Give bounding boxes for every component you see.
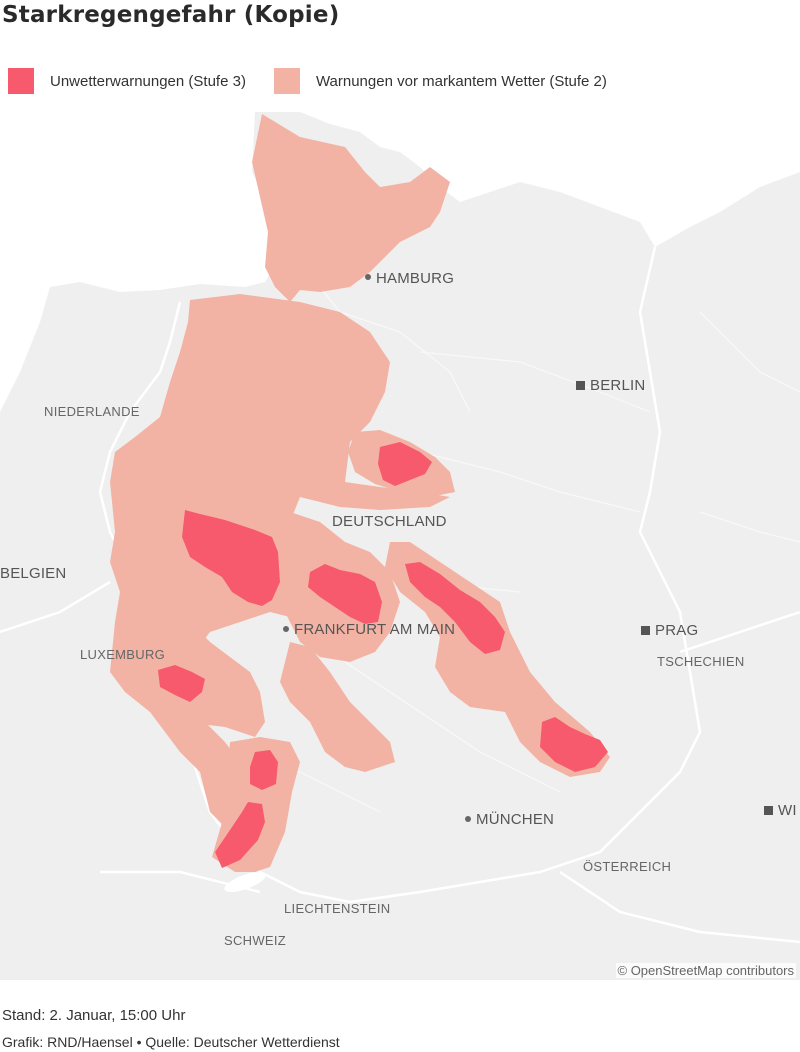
label-tschechien: TSCHECHIEN bbox=[657, 654, 745, 669]
label-prag: PRAG bbox=[655, 622, 699, 639]
warning-level3-thuringia bbox=[378, 442, 432, 486]
label-muenchen: MÜNCHEN bbox=[476, 811, 555, 828]
warning-level2-northwest bbox=[110, 294, 450, 832]
label-deutschland: DEUTSCHLAND bbox=[332, 513, 447, 530]
label-liechtenstein: LIECHTENSTEIN bbox=[284, 901, 391, 916]
label-frankfurt: FRANKFURT AM MAIN bbox=[294, 621, 456, 638]
label-schweiz: SCHWEIZ bbox=[224, 933, 287, 948]
baltic-sea bbox=[300, 112, 800, 247]
map-attribution[interactable]: © OpenStreetMap contributors bbox=[615, 963, 796, 978]
footer-credit: Grafik: RND/Haensel • Quelle: Deutscher … bbox=[2, 1034, 340, 1050]
wien-marker bbox=[764, 806, 773, 815]
lake-constance bbox=[224, 872, 266, 892]
footer-stand: Stand: 2. Januar, 15:00 Uhr bbox=[2, 1007, 186, 1024]
warning-level3-westerwald bbox=[182, 510, 280, 606]
legend: Unwetterwarnungen (Stufe 3) Warnungen vo… bbox=[8, 68, 635, 94]
borders bbox=[0, 246, 800, 944]
legend-swatch-level2 bbox=[273, 68, 300, 94]
frankfurt-marker bbox=[283, 626, 289, 632]
legend-item-level3: Unwetterwarnungen (Stufe 3) bbox=[8, 68, 246, 94]
warning-level3-blackforest-south bbox=[215, 802, 265, 868]
label-hamburg: HAMBURG bbox=[376, 270, 455, 287]
warning-level3-bavaria-north bbox=[405, 562, 505, 654]
hamburg-marker bbox=[365, 274, 371, 280]
warning-level3-areas bbox=[158, 442, 608, 868]
label-niederlande: NIEDERLANDE bbox=[44, 404, 140, 419]
muenchen-marker bbox=[465, 816, 471, 822]
warning-level2-wurttemberg bbox=[280, 642, 395, 772]
warning-level2-north bbox=[252, 114, 450, 302]
legend-label-level2: Warnungen vor markantem Wetter (Stufe 2) bbox=[315, 72, 607, 90]
north-sea bbox=[0, 112, 290, 412]
label-belgien: BELGIEN bbox=[0, 565, 67, 582]
label-berlin: BERLIN bbox=[590, 377, 646, 394]
label-luxemburg: LUXEMBURG bbox=[80, 647, 166, 662]
warning-level3-hesse bbox=[308, 564, 382, 624]
warning-level3-saar bbox=[158, 665, 205, 702]
warning-level2-southwest bbox=[122, 607, 265, 737]
map-canvas bbox=[0, 112, 800, 944]
warning-level3-bavaria-east bbox=[540, 717, 608, 772]
label-wien: WI bbox=[778, 802, 797, 819]
legend-swatch-level3 bbox=[8, 68, 34, 94]
prag-marker bbox=[641, 626, 650, 635]
legend-label-level3: Unwetterwarnungen (Stufe 3) bbox=[50, 72, 246, 90]
map[interactable]: HAMBURG BERLIN NIEDERLANDE DEUTSCHLAND B… bbox=[0, 112, 800, 980]
chart-title: Starkregengefahr (Kopie) bbox=[2, 2, 340, 28]
label-oesterreich: ÖSTERREICH bbox=[583, 859, 672, 874]
warning-level3-blackforest-north bbox=[250, 750, 278, 790]
legend-item-level2: Warnungen vor markantem Wetter (Stufe 2) bbox=[273, 68, 607, 94]
berlin-marker bbox=[576, 381, 585, 390]
